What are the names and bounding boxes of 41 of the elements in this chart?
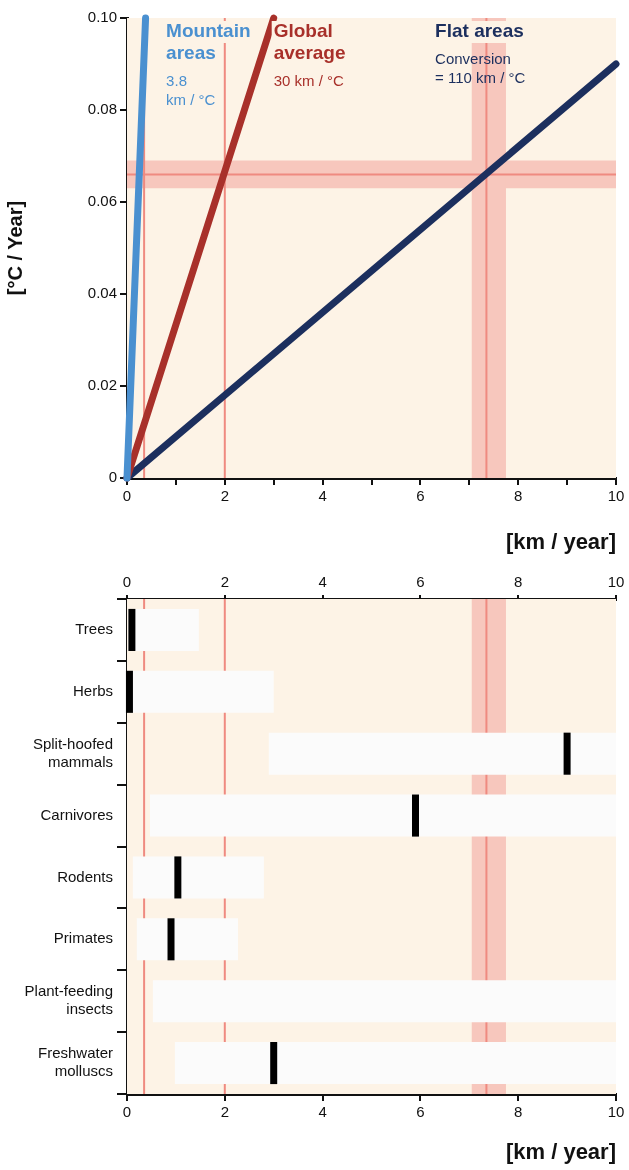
x-tick-label: 4: [318, 487, 327, 505]
x-tick-label: 4: [318, 573, 327, 591]
y-tick-label: 0.06: [87, 192, 117, 210]
y-tick-label: Primates: [53, 929, 113, 947]
annotation: Conversion = 110 km / °C: [435, 49, 526, 86]
y-tick-label: Herbs: [72, 681, 113, 699]
x-tick-label: 8: [514, 487, 523, 505]
series-label: Mountain areas: [166, 19, 251, 63]
x2-tick-label: 8: [514, 1103, 523, 1121]
x-tick-label: 10: [607, 487, 625, 505]
x-tick-label: 6: [416, 487, 425, 505]
x2-tick-label: 10: [607, 1103, 625, 1121]
y-tick-label: Trees: [75, 620, 113, 638]
x-axis-title: [km / year]: [505, 528, 616, 554]
x2-tick-label: 0: [122, 1103, 132, 1121]
x-axis-title: [km / year]: [505, 1138, 616, 1164]
x-tick-label: 2: [220, 573, 229, 591]
x2-tick-label: 6: [416, 1103, 425, 1121]
x2-tick-label: 4: [318, 1103, 327, 1121]
series-label: Global average: [273, 19, 346, 63]
y-tick-label: Split-hoofed mammals: [32, 734, 113, 770]
y-tick-label: 0.02: [87, 376, 117, 394]
x-tick-label: 2: [220, 487, 229, 505]
y-tick-label: 0.08: [87, 100, 117, 118]
y-tick-label: Plant-feeding insects: [24, 982, 113, 1018]
annotation: 30 km / °C: [273, 71, 345, 89]
y-tick-label: 0: [108, 468, 117, 486]
annotation: 3.8 km / °C: [166, 71, 216, 108]
x-tick-label: 10: [607, 573, 625, 591]
x-tick-label: 0: [122, 487, 132, 505]
y-tick-label: Carnivores: [40, 805, 113, 823]
x-tick-label: 8: [514, 573, 523, 591]
y-axis-title: [°C / Year]: [3, 200, 26, 296]
x-tick-label: 0: [122, 573, 132, 591]
y-tick-label: Freshwater molluscs: [37, 1044, 113, 1080]
y-tick-label: 0.04: [87, 284, 117, 302]
x-tick-label: 6: [416, 573, 425, 591]
text: Flat areas: [435, 19, 524, 41]
y-tick-label: 0.10: [87, 8, 117, 26]
y-tick-label: Rodents: [57, 867, 113, 885]
x2-tick-label: 2: [220, 1103, 229, 1121]
